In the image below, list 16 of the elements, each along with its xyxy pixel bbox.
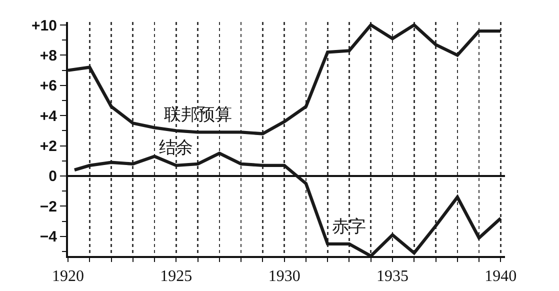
y-tick-label: +8 — [40, 47, 57, 64]
y-tick-label: +4 — [40, 108, 58, 125]
y-tick-label: 0 — [48, 168, 57, 186]
y-tick-label: −2 — [40, 198, 57, 216]
y-tick-label: +10 — [32, 17, 57, 34]
x-tick-label: 1935 — [376, 268, 408, 286]
y-tick-label: +6 — [40, 78, 57, 95]
y-tick-label: +2 — [40, 138, 57, 156]
annotation: 结余 — [159, 138, 193, 158]
x-tick-label: 1925 — [160, 268, 192, 286]
y-tick-label: −4 — [40, 228, 58, 246]
x-tick-label: 1940 — [484, 268, 517, 286]
annotation: 联邦预算 — [164, 105, 232, 125]
x-tick-label: 1920 — [52, 268, 84, 286]
x-tick-label: 1930 — [268, 268, 300, 286]
annotation: 赤字 — [332, 217, 366, 237]
